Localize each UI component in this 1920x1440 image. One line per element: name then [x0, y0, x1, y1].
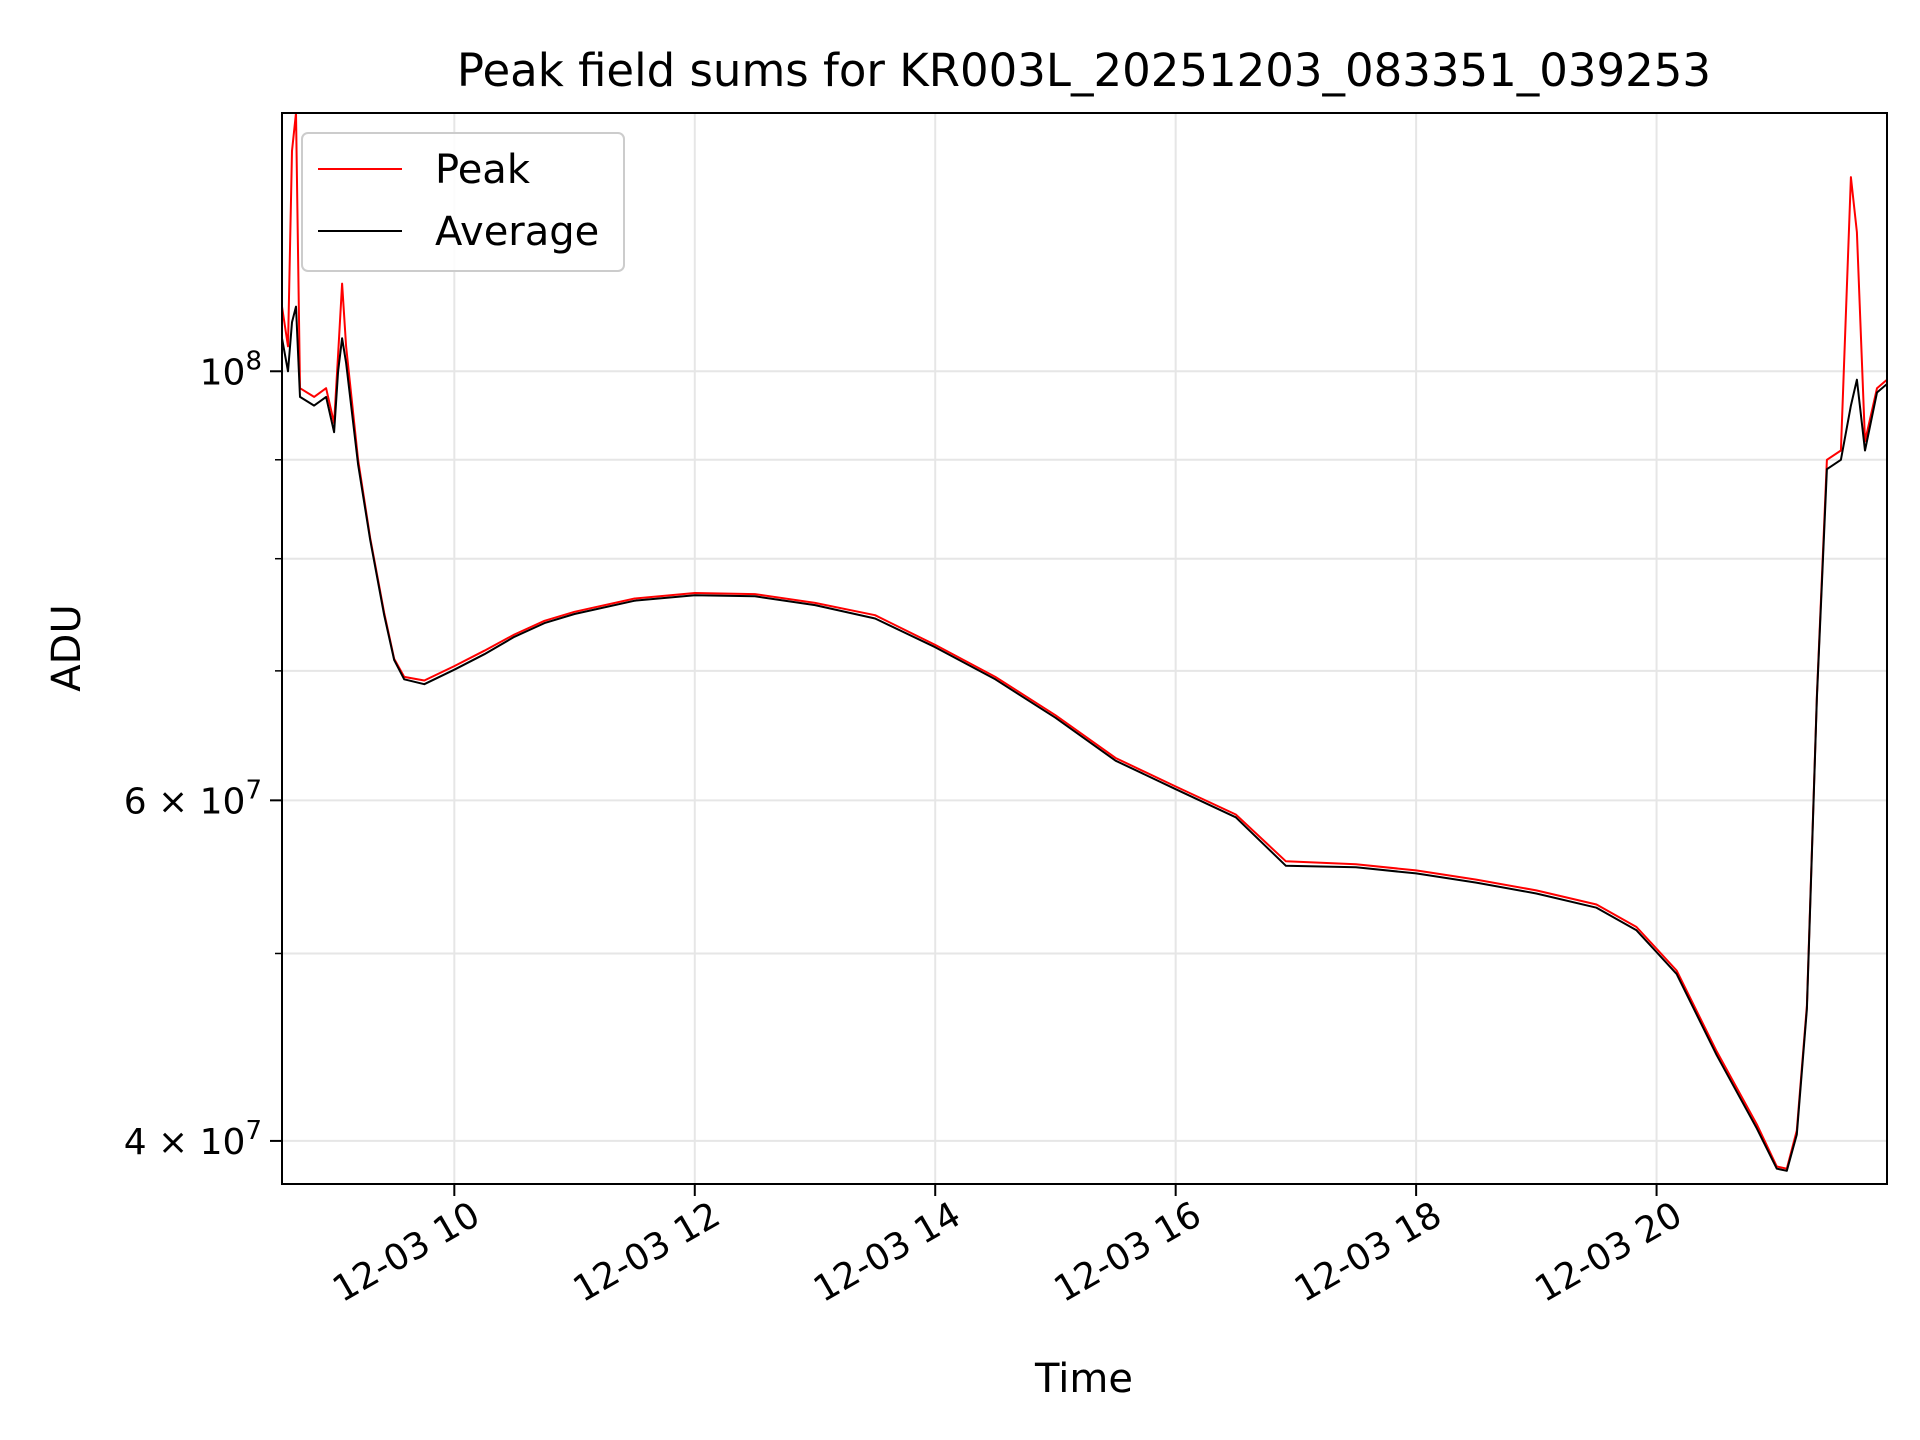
legend: Peak Average	[301, 132, 625, 272]
grid	[282, 113, 1887, 1184]
series-line-average	[282, 305, 1887, 1172]
legend-label-average: Average	[435, 209, 599, 255]
chart-title: Peak field sums for KR003L_20251203_0833…	[457, 44, 1711, 97]
y-tick-label: 108	[200, 346, 262, 393]
series-layer	[282, 113, 1887, 1172]
y-tick-label: 6 × 107	[124, 775, 262, 822]
y-tick-label: 4 × 107	[124, 1116, 262, 1163]
y-axis-ticks: 4 × 107 6 × 107 108	[124, 346, 282, 1163]
legend-label-peak: Peak	[435, 147, 531, 193]
x-axis-label: Time	[1034, 1356, 1133, 1402]
plot-frame	[281, 112, 1888, 1185]
y-axis-label: ADU	[44, 604, 90, 691]
legend-box	[301, 132, 625, 272]
